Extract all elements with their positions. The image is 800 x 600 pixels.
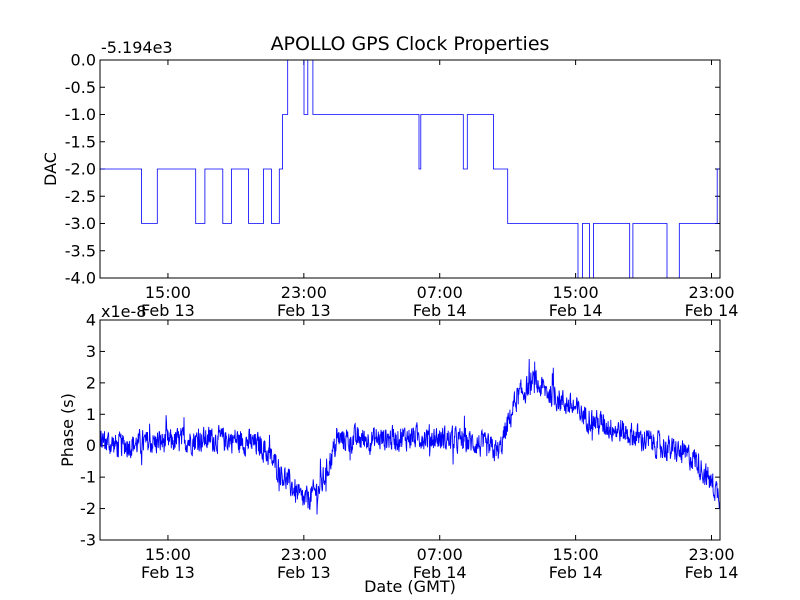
x-tick-date-label: Feb 14 <box>685 301 739 320</box>
chart-title: APOLLO GPS Clock Properties <box>271 33 550 55</box>
x-tick-time-label: 15:00 <box>553 545 599 564</box>
y-tick-label: -0.5 <box>65 78 96 97</box>
y-tick-label: -1.0 <box>65 105 96 124</box>
x-tick-date-label: Feb 14 <box>685 563 739 582</box>
y-tick-label: 2 <box>86 373 96 392</box>
dac-axes-frame <box>99 59 721 279</box>
y-tick-label: -3 <box>80 531 96 550</box>
phase-y-ticks: 4 3 2 1 0 -1 -2 -3 <box>80 311 720 550</box>
y-tick-label: -3.0 <box>65 214 96 233</box>
x-tick-time-label: 07:00 <box>417 545 463 564</box>
dac-y-label: DAC <box>41 152 60 186</box>
phase-series-line <box>99 358 721 515</box>
y-tick-label: 3 <box>86 342 96 361</box>
y-tick-label: -2.0 <box>65 160 96 179</box>
x-tick-date-label: Feb 13 <box>277 301 331 320</box>
x-tick-date-label: Feb 14 <box>549 563 603 582</box>
y-tick-label: -1.5 <box>65 132 96 151</box>
x-tick-date-label: Feb 14 <box>413 301 467 320</box>
dac-series-line <box>100 59 720 279</box>
y-tick-label: -3.5 <box>65 241 96 260</box>
x-tick-time-label: 15:00 <box>553 283 599 302</box>
x-tick-time-label: 07:00 <box>417 283 463 302</box>
x-tick-time-label: 23:00 <box>281 283 327 302</box>
y-tick-label: -1 <box>80 468 96 487</box>
x-tick-time-label: 23:00 <box>688 283 734 302</box>
phase-panel: x1e-8 Phase (s) Date (GMT) 4 3 2 1 0 -1 -2 -3 1… <box>58 302 738 596</box>
y-tick-label: 0 <box>86 436 96 455</box>
dac-offset-text: -5.194e3 <box>101 38 173 57</box>
y-tick-label: -2 <box>80 499 96 518</box>
x-tick-date-label: Feb 13 <box>141 301 195 320</box>
x-tick-date-label: Feb 13 <box>277 563 331 582</box>
x-tick-time-label: 15:00 <box>145 545 191 564</box>
y-tick-label: -4.0 <box>65 269 96 288</box>
x-tick-time-label: 15:00 <box>145 283 191 302</box>
x-tick-time-label: 23:00 <box>688 545 734 564</box>
y-tick-label: 1 <box>86 405 96 424</box>
x-tick-time-label: 23:00 <box>281 545 327 564</box>
y-tick-label: 4 <box>86 311 96 330</box>
y-tick-label: 0.0 <box>71 51 96 70</box>
dac-panel: APOLLO GPS Clock Properties -5.194e3 DAC… <box>41 33 738 320</box>
phase-offset-text: x1e-8 <box>101 302 146 321</box>
x-tick-date-label: Feb 13 <box>141 563 195 582</box>
phase-x-label: Date (GMT) <box>364 577 456 596</box>
phase-y-label: Phase (s) <box>58 393 77 467</box>
y-tick-label: -2.5 <box>65 187 96 206</box>
x-tick-date-label: Feb 14 <box>413 563 467 582</box>
dac-y-ticks: 0.0 -0.5 -1.0 -1.5 -2.0 -2.5 -3.0 -3.5 -4.0 <box>65 51 720 288</box>
x-tick-date-label: Feb 14 <box>549 301 603 320</box>
phase-axes-frame <box>99 319 721 541</box>
